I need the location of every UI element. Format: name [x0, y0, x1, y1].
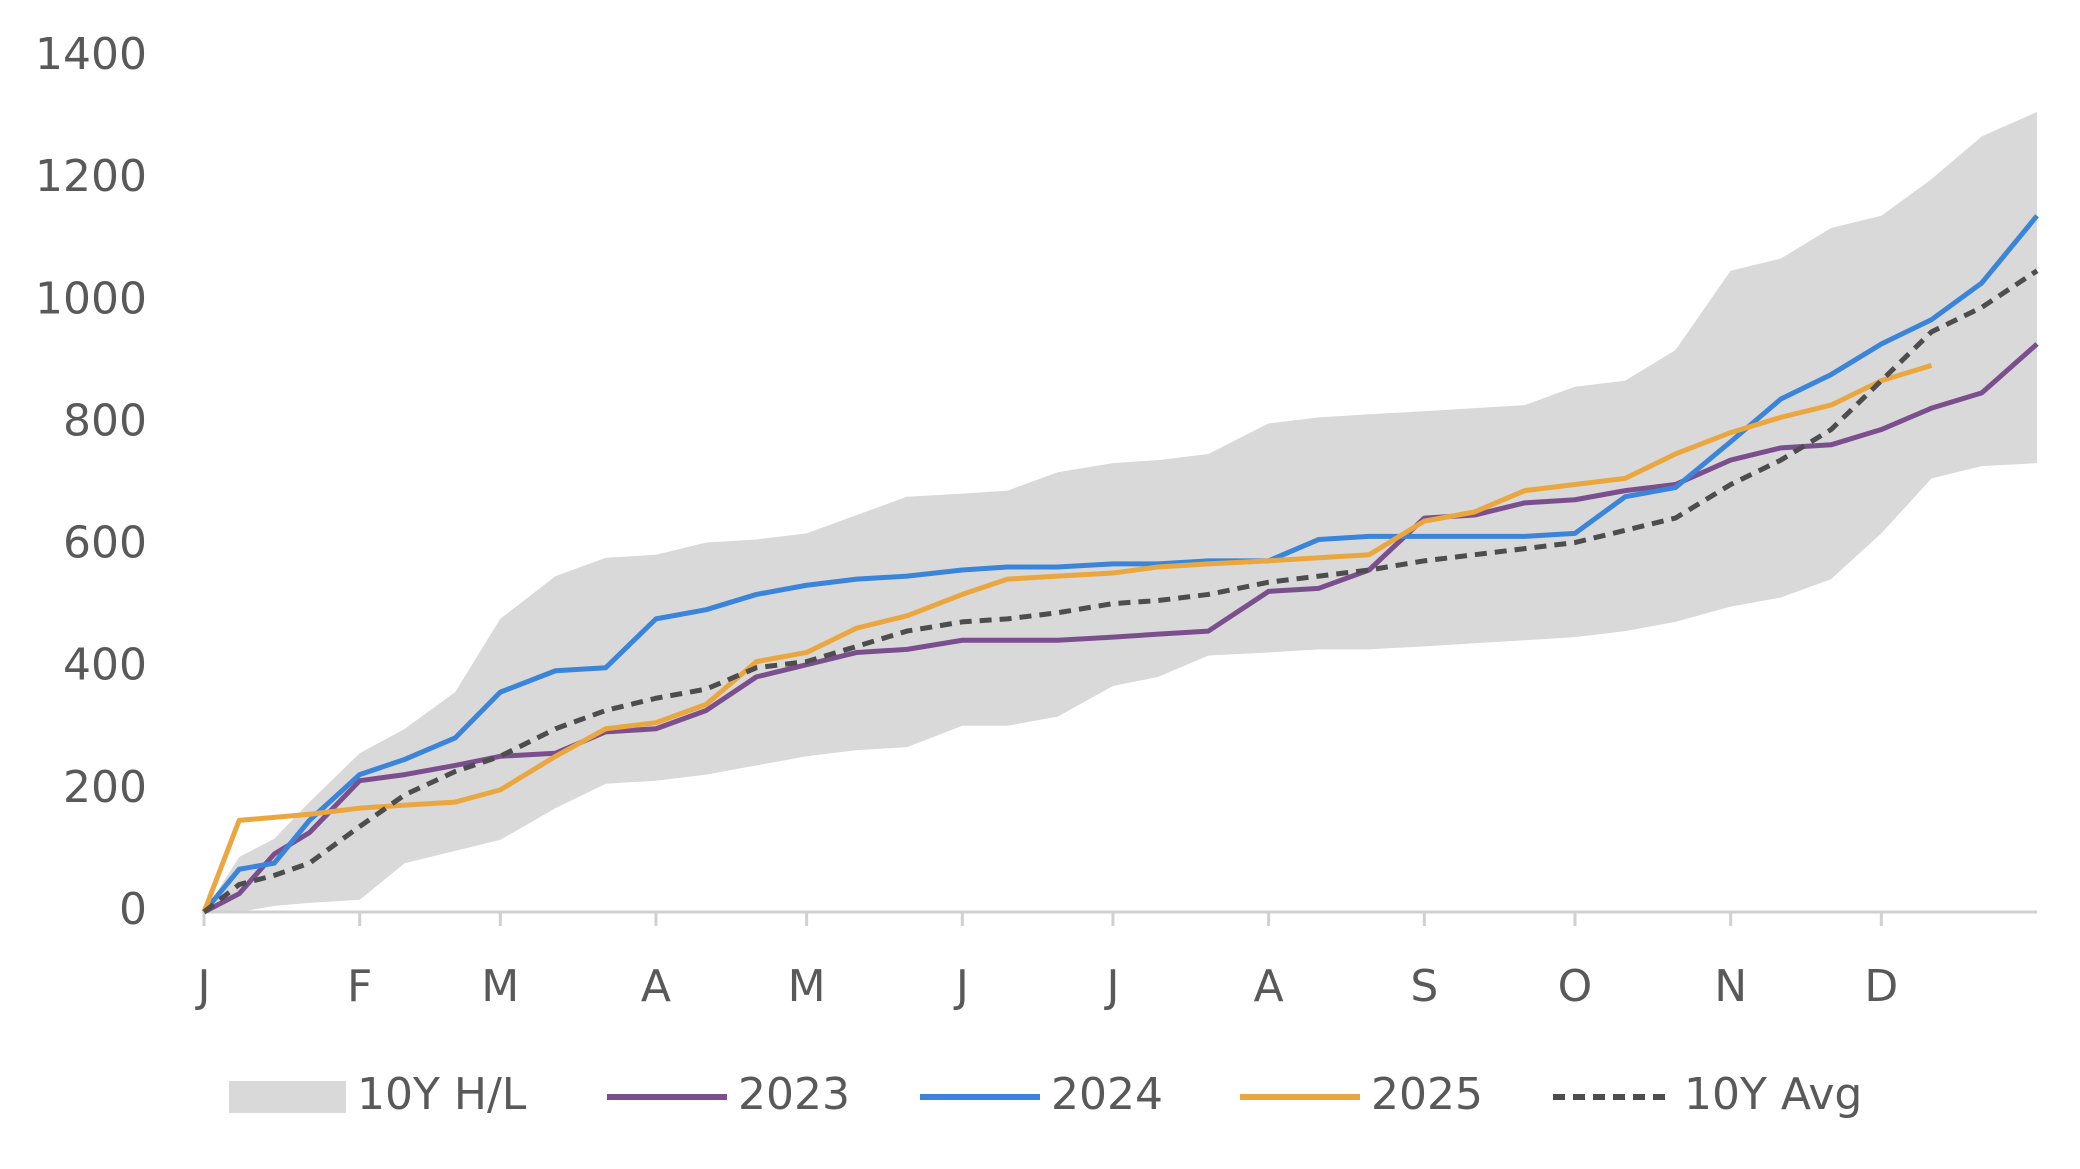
legend-label: 10Y H/L — [357, 1069, 527, 1120]
x-tick-label: D — [1864, 961, 1898, 1012]
range-band — [204, 111, 2037, 912]
y-tick-label: 800 — [63, 395, 147, 446]
series-line — [202, 214, 2039, 914]
y-tick-label: 200 — [63, 762, 147, 813]
legend-label: 2024 — [1051, 1069, 1163, 1120]
legend-label: 2023 — [738, 1069, 850, 1120]
y-tick-label: 1400 — [35, 29, 147, 80]
legend-swatch — [229, 1081, 346, 1113]
x-tick-label: A — [1254, 961, 1284, 1012]
y-tick-label: 0 — [119, 884, 147, 935]
x-tick-label: N — [1714, 961, 1747, 1012]
x-tick-label: M — [788, 961, 826, 1012]
y-tick-label: 1200 — [35, 151, 147, 202]
legend-label: 2025 — [1371, 1069, 1483, 1120]
series-line — [201, 363, 1933, 913]
y-tick-label: 1000 — [35, 273, 147, 324]
x-tick-label: M — [481, 961, 519, 1012]
x-tick-label: O — [1558, 961, 1593, 1012]
legend-label: 10Y Avg — [1684, 1069, 1862, 1120]
x-tick-label: F — [347, 961, 372, 1012]
x-tick-label: J — [195, 961, 211, 1012]
x-tick-label: S — [1410, 961, 1438, 1012]
x-tick-label: A — [641, 961, 671, 1012]
x-tick-label: J — [953, 961, 969, 1012]
series-line — [202, 268, 2039, 914]
y-tick-label: 400 — [63, 640, 147, 691]
x-tick-label: J — [1103, 961, 1119, 1012]
series-line — [202, 342, 2039, 915]
y-tick-label: 600 — [63, 518, 147, 569]
